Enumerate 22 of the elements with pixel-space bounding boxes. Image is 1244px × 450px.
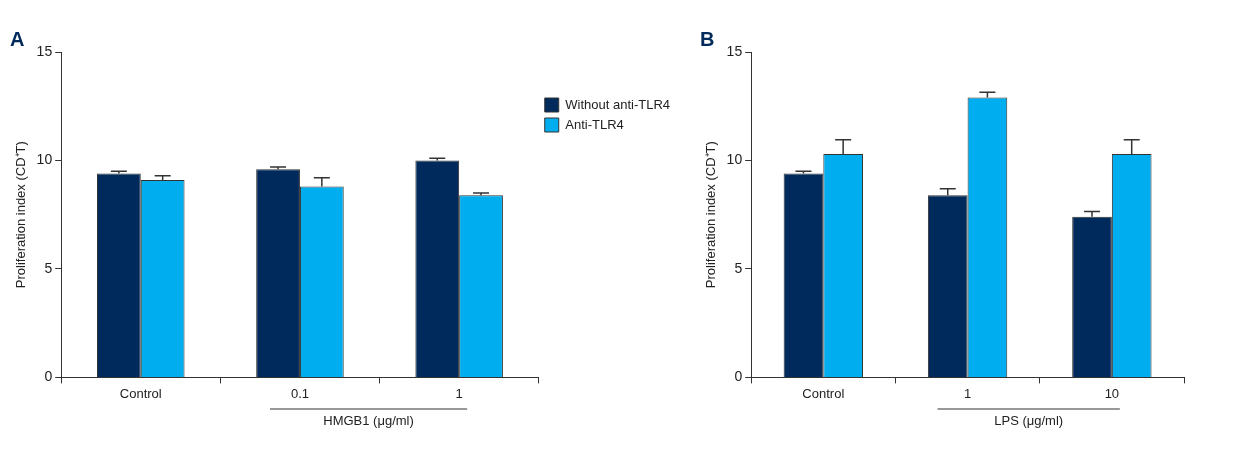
x-tick-label: Control bbox=[802, 385, 845, 401]
y-tick-label: 5 bbox=[734, 259, 743, 276]
x-axis-title: LPS (μg/ml) bbox=[994, 413, 1064, 429]
y-tick-label: 15 bbox=[726, 42, 743, 59]
legend-label: Without anti-TLR4 bbox=[565, 96, 670, 112]
x-tick-label: Control bbox=[119, 385, 162, 401]
x-tick-label: 1 bbox=[455, 385, 463, 401]
y-tick-label: 10 bbox=[726, 151, 743, 168]
y-tick-label: 0 bbox=[44, 368, 53, 385]
y-tick-label: 0 bbox=[734, 368, 743, 385]
x-axis-title: HMGB1 (μg/ml) bbox=[323, 413, 414, 429]
legend-label: Anti-TLR4 bbox=[565, 116, 624, 132]
y-axis-title: Proliferation index (CD⁺T) bbox=[703, 141, 719, 289]
y-axis-title: Proliferation index (CD⁺T) bbox=[13, 141, 29, 289]
chart-title: A bbox=[10, 27, 25, 50]
y-tick-label: 15 bbox=[36, 42, 53, 59]
y-tick-label: 10 bbox=[36, 151, 53, 168]
x-tick-label: 0.1 bbox=[290, 385, 309, 401]
x-tick-label: 10 bbox=[1104, 385, 1120, 401]
chart-title: B bbox=[700, 27, 715, 50]
y-tick-label: 5 bbox=[44, 259, 53, 276]
x-tick-label: 1 bbox=[963, 385, 972, 401]
